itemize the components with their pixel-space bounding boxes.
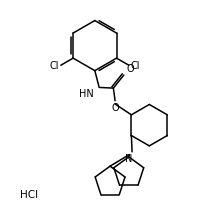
Text: Cl: Cl <box>49 61 59 71</box>
Text: O: O <box>111 103 119 113</box>
Text: Cl: Cl <box>131 61 140 71</box>
Text: O: O <box>126 64 134 74</box>
Text: HCl: HCl <box>20 190 38 200</box>
Text: N: N <box>125 154 133 164</box>
Text: HN: HN <box>79 89 94 99</box>
